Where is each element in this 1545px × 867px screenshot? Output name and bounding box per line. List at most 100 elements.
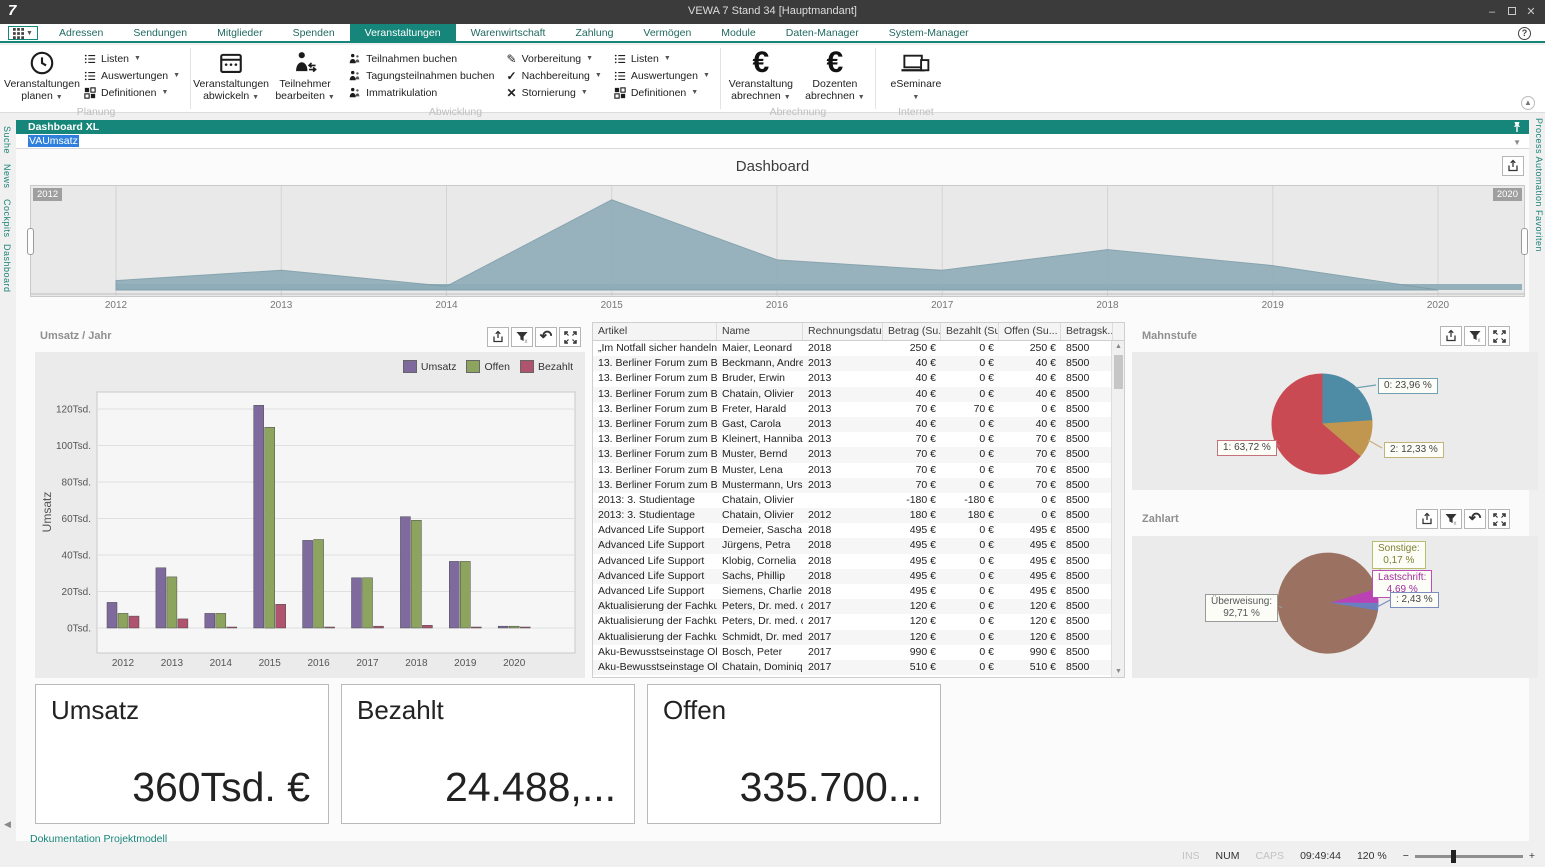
tab-adressen[interactable]: Adressen: [59, 26, 104, 39]
export-icon[interactable]: [1502, 156, 1524, 176]
export-icon[interactable]: [1440, 326, 1462, 346]
right-rail-tab-favoriten[interactable]: Favoriten: [1534, 210, 1544, 253]
auswertungen-button[interactable]: Auswertungen ▼: [80, 67, 186, 84]
timeline-range-chart[interactable]: 2012 2020 2012 2013 2014 2015 2016 2017 2018 20…: [27, 185, 1528, 312]
table-row[interactable]: 13. Berliner Forum zum Betr... Freter, Ha…: [593, 402, 1124, 417]
nachbereitung-button[interactable]: ✓ Nachbereitung ▼: [506, 68, 602, 83]
scrollbar-thumb[interactable]: [1114, 355, 1123, 389]
table-row[interactable]: Aktualisierung der Fachkund... Schmidt, D…: [593, 629, 1124, 645]
tab-veranstaltungen[interactable]: Veranstaltungen: [349, 24, 456, 41]
definitionen-button[interactable]: Definitionen ▼: [80, 84, 186, 101]
table-row[interactable]: 13. Berliner Forum zum Betr... Muster, Be…: [593, 447, 1124, 463]
scroll-left-icon[interactable]: ◀: [4, 819, 11, 829]
table-row[interactable]: Advanced Life Support Klobig, Cornelia 201…: [593, 554, 1124, 569]
definitionen-button[interactable]: Definitionen ▼: [610, 84, 716, 101]
pin-icon[interactable]: [1511, 121, 1523, 137]
stornierung-button[interactable]: ✕ Stornierung ▼: [506, 85, 588, 100]
table-row[interactable]: 13. Berliner Forum zum Betr... Bruder, Er…: [593, 371, 1124, 386]
documentation-link[interactable]: Dokumentation Projektmodell: [30, 833, 168, 845]
table-row[interactable]: Advanced Life Support Siemens, Charlie 201…: [593, 584, 1124, 599]
collapse-ribbon-icon[interactable]: ▲: [1521, 96, 1535, 110]
expand-icon[interactable]: [559, 327, 581, 347]
eseminare-button[interactable]: eSeminare ▼: [880, 47, 952, 105]
left-rail-tab-dashboard[interactable]: Dashboard: [2, 244, 12, 293]
dashboard-panel-header[interactable]: Dashboard XL: [16, 120, 1529, 134]
tagungsteilnahmen-buchen-button[interactable]: Tagungsteilnahmen buchen: [343, 67, 500, 84]
export-icon[interactable]: [487, 327, 509, 347]
formula-bar[interactable]: VAUmsatz ▼: [16, 134, 1529, 149]
table-row[interactable]: 13. Berliner Forum zum Betr... Beckmann, …: [593, 356, 1124, 372]
range-handle-left[interactable]: [27, 228, 34, 255]
tab-system-manager[interactable]: System-Manager: [888, 26, 969, 39]
scroll-down-icon[interactable]: ▼: [1115, 668, 1122, 675]
filter-icon[interactable]: x: [511, 327, 533, 347]
zoom-slider[interactable]: − +: [1403, 849, 1535, 863]
table-row[interactable]: 13. Berliner Forum zum Betr... Muster, Le…: [593, 463, 1124, 478]
expand-icon[interactable]: [1488, 326, 1510, 346]
chevron-down-icon[interactable]: ▼: [1513, 138, 1521, 147]
veranstaltung-abrechnen-button[interactable]: € Veranstaltung abrechnen ▼: [728, 46, 793, 103]
table-row[interactable]: 13. Berliner Forum zum Betr... Chatain, O…: [593, 386, 1124, 402]
table-row[interactable]: „Im Notfall sicher handeln“ Maier, Leonar…: [593, 341, 1124, 356]
table-row[interactable]: Advanced Life Support Sachs, Phillip 2018 4…: [593, 568, 1124, 584]
listen-button[interactable]: Listen ▼: [610, 50, 716, 67]
help-icon[interactable]: ?: [1518, 27, 1531, 40]
teilnehmer-bearbeiten-button[interactable]: Teilnehmer bearbeiten ▼: [269, 47, 341, 105]
column-header-5[interactable]: Bezahlt (Su...: [941, 323, 999, 340]
scroll-up-icon[interactable]: ▲: [1115, 343, 1122, 350]
app-menu-button[interactable]: ▼: [8, 26, 38, 40]
vorbereitung-button[interactable]: ✎ Vorbereitung ▼: [506, 51, 594, 66]
column-header-7[interactable]: Betragsk...: [1061, 323, 1113, 340]
tab-spenden[interactable]: Spenden: [292, 26, 335, 39]
column-header-6[interactable]: Offen (Su...: [999, 323, 1061, 340]
immatrikulation-button[interactable]: Immatrikulation: [343, 84, 500, 101]
table-row[interactable]: Aktualisierung der Fachkund... Peters, Dr…: [593, 614, 1124, 629]
tab-mitglieder[interactable]: Mitglieder: [217, 26, 263, 39]
tab-daten-manager[interactable]: Daten-Manager: [785, 26, 859, 39]
table-row[interactable]: Advanced Life Support Jürgens, Petra 2018 4…: [593, 538, 1124, 554]
left-rail-tab-news[interactable]: News: [2, 164, 12, 189]
left-rail-tab-suche[interactable]: Suche: [2, 126, 12, 155]
filter-icon[interactable]: x: [1464, 326, 1486, 346]
table-row[interactable]: 13. Berliner Forum zum Betr... Gast, Caro…: [593, 416, 1124, 433]
table-row[interactable]: Aku-Bewusstseinstage Oland Bosch, Peter 20…: [593, 645, 1124, 660]
tab-zahlung[interactable]: Zahlung: [575, 26, 614, 39]
minimize-button[interactable]: –: [1488, 6, 1496, 18]
table-row[interactable]: Aku-Bewusstseinstage Oland Chatain, Domin…: [593, 659, 1124, 676]
export-icon[interactable]: [1416, 509, 1438, 529]
table-row[interactable]: 13. Berliner Forum zum Betr... Mustermann…: [593, 477, 1124, 493]
zoom-in-icon[interactable]: +: [1528, 850, 1535, 862]
table-row[interactable]: 13. Berliner Forum zum Betr... Kleinert, …: [593, 432, 1124, 447]
table-row[interactable]: 2013: 3. Studientage Chatain, Olivier -180…: [593, 493, 1124, 508]
column-header-4[interactable]: Betrag (Su...: [883, 323, 941, 340]
table-row[interactable]: 2013: 3. Studientage Chatain, Olivier 2012…: [593, 508, 1124, 524]
formula-input-value[interactable]: VAUmsatz: [28, 135, 79, 147]
expand-icon[interactable]: [1488, 509, 1510, 529]
teilnahmen-buchen-button[interactable]: Teilnahmen buchen: [343, 50, 500, 67]
column-header-3[interactable]: Rechnungsdatu...: [803, 323, 883, 340]
tab-verm-gen[interactable]: Vermögen: [643, 26, 692, 39]
listen-button[interactable]: Listen ▼: [80, 50, 186, 67]
undo-icon[interactable]: ↶: [535, 327, 557, 347]
dozenten-abrechnen-button[interactable]: € Dozenten abrechnen ▼: [805, 46, 865, 103]
range-handle-right[interactable]: [1521, 228, 1528, 255]
undo-icon[interactable]: ↶: [1464, 509, 1486, 529]
zoom-slider-track[interactable]: [1414, 849, 1523, 863]
tab-module[interactable]: Module: [721, 26, 756, 39]
table-scrollbar[interactable]: ▲ ▼: [1111, 341, 1124, 677]
timeline-plot[interactable]: [30, 185, 1525, 297]
tab-warenwirtschaft[interactable]: Warenwirtschaft: [470, 26, 546, 39]
column-header-2[interactable]: Name: [717, 323, 803, 340]
zoom-slider-thumb[interactable]: [1450, 849, 1456, 863]
veranstaltungen-abwickeln-button[interactable]: Veranstaltungen abwickeln ▼: [193, 47, 269, 105]
column-header-1[interactable]: Artikel: [593, 323, 717, 340]
filter-icon[interactable]: x: [1440, 509, 1462, 529]
veranstaltungen-planen-button[interactable]: Veranstaltungen planen ▼: [4, 47, 80, 105]
close-button[interactable]: ✕: [1526, 6, 1536, 18]
tab-sendungen[interactable]: Sendungen: [133, 26, 188, 39]
maximize-button[interactable]: [1503, 4, 1521, 20]
auswertungen-button[interactable]: Auswertungen ▼: [610, 67, 716, 84]
table-row[interactable]: Aktualisierung der Fachkund... Peters, Dr…: [593, 599, 1124, 615]
table-row[interactable]: Advanced Life Support Demeier, Sascha 2018…: [593, 523, 1124, 538]
